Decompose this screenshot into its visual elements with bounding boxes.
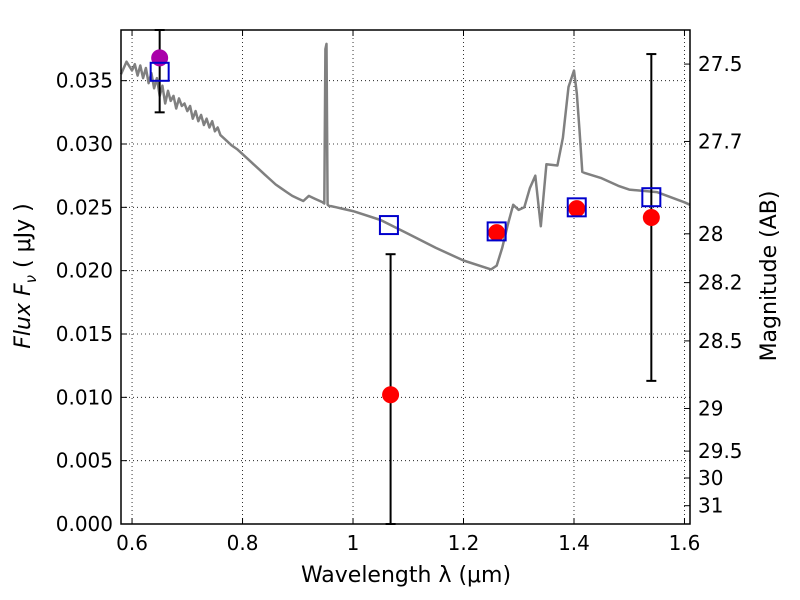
y-tick-label: 0.015 — [56, 322, 113, 346]
y2-tick-label: 28.2 — [698, 271, 743, 295]
y2-tick-label: 31 — [698, 494, 723, 518]
y-tick-label: 0.025 — [56, 195, 113, 219]
y2-tick-label: 28 — [698, 222, 723, 246]
model-point — [566, 197, 587, 218]
y2-axis-label: Magnitude (AB) — [757, 191, 782, 362]
x-tick-label: 1 — [347, 531, 360, 555]
model-spectrum-line — [119, 42, 691, 271]
model-point — [641, 187, 662, 208]
y-tick-label: 0.030 — [56, 132, 113, 156]
x-tick-label: 1.4 — [558, 531, 590, 555]
y2-tick-label: 27.5 — [698, 52, 743, 76]
y2-tick-label: 27.7 — [698, 129, 743, 153]
plot-frame — [120, 29, 691, 525]
y-axis-label: Flux Fν ( μJy ) — [11, 203, 40, 348]
x-tick-label: 0.8 — [227, 531, 259, 555]
observed-point — [568, 200, 586, 218]
x-tick-label: 1.2 — [448, 531, 480, 555]
y2-tick-label: 29 — [698, 396, 723, 420]
y-tick-label: 0.005 — [56, 449, 113, 473]
x-tick-label: 1.6 — [669, 531, 701, 555]
y2-tick-label: 28.5 — [698, 329, 743, 353]
y-axis-label-subscript: ν — [22, 275, 40, 283]
ticks: 0.6 0.8 1 1.2 1.4 1.6 0.000 0.005 0.010 0.015 0.02… — [56, 30, 743, 555]
observed-point — [642, 208, 660, 226]
observed-point — [382, 386, 400, 404]
model-points-layer — [149, 61, 662, 242]
y-tick-label: 0.020 — [56, 259, 113, 283]
y-axis-label-main: Flux F — [11, 283, 36, 349]
y-tick-label: 0.035 — [56, 69, 113, 93]
model-point — [378, 215, 399, 236]
y-tick-label: 0.010 — [56, 385, 113, 409]
model-spectrum-layer — [119, 42, 691, 271]
y-axis-label-units: ( μJy ) — [11, 203, 36, 275]
y-tick-label: 0.000 — [56, 512, 113, 536]
y2-tick-label: 29.5 — [698, 439, 743, 463]
errorbar-layer — [154, 29, 657, 525]
model-point — [486, 221, 507, 242]
observed-point — [488, 224, 506, 242]
model-point — [149, 61, 170, 82]
observed-points-layer — [151, 49, 660, 404]
grid — [121, 30, 690, 525]
x-tick-label: 0.6 — [116, 531, 148, 555]
x-axis-label: Wavelength λ (μm) — [301, 563, 511, 588]
y2-tick-label: 30 — [698, 466, 723, 490]
